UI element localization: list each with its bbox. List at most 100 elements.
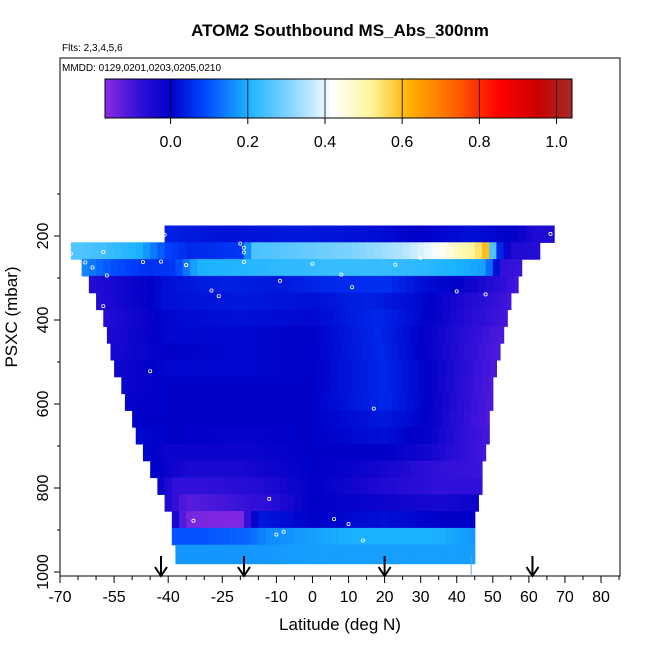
heatmap-cell [442, 393, 451, 411]
heatmap-cell [344, 225, 353, 243]
heatmap-cell [417, 494, 425, 512]
heatmap-cell [139, 259, 148, 277]
heatmap-cell [258, 527, 267, 546]
heatmap-cell [399, 309, 407, 327]
heatmap-cell [225, 292, 234, 311]
heatmap-cell [135, 359, 144, 378]
heatmap-cell [225, 393, 234, 411]
heatmap-cell [359, 376, 368, 395]
heatmap-cell [142, 427, 151, 445]
heatmap-cell [280, 527, 288, 546]
heatmap-cell [243, 242, 252, 260]
heatmap-cell [366, 443, 375, 462]
heatmap-cell [341, 410, 350, 428]
heatmap-cell [409, 359, 418, 378]
heatmap-cell [294, 359, 303, 378]
pressure-band [175, 544, 476, 565]
heatmap-cell [207, 225, 216, 243]
heatmap-cell [409, 494, 418, 512]
heatmap-cell [229, 427, 238, 445]
heatmap-cell [373, 427, 382, 445]
heatmap-cell [280, 494, 288, 512]
heatmap-cell [305, 275, 314, 294]
heatmap-cell [179, 477, 187, 495]
heatmap-cell [445, 494, 454, 512]
heatmap-cell [222, 477, 231, 495]
heatmap-cell [474, 494, 479, 512]
heatmap-cell [179, 376, 187, 395]
heatmap-cell [193, 242, 202, 260]
heatmap-cell [373, 242, 382, 260]
heatmap-cell [510, 242, 519, 260]
heatmap-cell [305, 259, 314, 277]
heatmap-cell [200, 527, 209, 546]
heatmap-cell [319, 275, 328, 294]
heatmap-cell [402, 494, 411, 512]
heatmap-cell [355, 309, 364, 327]
heatmap-cell [406, 343, 415, 361]
heatmap-cell [373, 477, 382, 495]
heatmap-cell [110, 343, 119, 361]
sample-point [274, 532, 279, 537]
heatmap-cell [456, 544, 465, 565]
heatmap-cell [366, 511, 375, 529]
heatmap-cell [272, 460, 281, 479]
x-tick-label: -10 [265, 589, 288, 606]
colorbar-tick-label: 0.2 [237, 134, 259, 151]
heatmap-cell [355, 343, 364, 361]
heatmap-cell [388, 359, 397, 378]
pressure-band [157, 477, 483, 495]
heatmap-cell [489, 326, 497, 344]
heatmap-cell [316, 359, 324, 378]
heatmap-cell [171, 427, 180, 445]
y-tick-label: 1000 [35, 554, 52, 590]
heatmap-cell [334, 343, 342, 361]
heatmap-cell [337, 359, 346, 378]
heatmap-cell [218, 309, 227, 327]
heatmap-cell [395, 511, 404, 529]
sample-point [209, 288, 214, 293]
heatmap-cell [485, 343, 494, 361]
pressure-band [171, 527, 476, 546]
sample-point [418, 255, 423, 260]
heatmap-cell [460, 460, 469, 479]
heatmap-cell [215, 443, 223, 462]
heatmap-cell [427, 343, 436, 361]
heatmap-cell [445, 376, 454, 395]
heatmap-cell [323, 242, 332, 260]
heatmap-cell [388, 527, 397, 546]
heatmap-cell [251, 376, 259, 395]
heatmap-cell [431, 443, 440, 462]
heatmap-cell [225, 544, 234, 565]
x-tick-label: -55 [103, 589, 126, 606]
heatmap-cell [225, 410, 234, 428]
heatmap-cell [301, 376, 310, 395]
heatmap-cell [460, 511, 469, 529]
heatmap-cell [492, 275, 501, 294]
heatmap-cell [481, 443, 487, 462]
heatmap-cell [438, 511, 447, 529]
heatmap-cell [417, 242, 425, 260]
flight-arrow [154, 556, 168, 578]
heatmap-cell [359, 225, 368, 243]
heatmap-cell [160, 410, 169, 428]
heatmap-cell [330, 225, 339, 243]
heatmap-cell [474, 460, 483, 479]
heatmap-cell [503, 242, 512, 260]
heatmap-cell [204, 259, 213, 277]
heatmap-cell [215, 376, 223, 395]
heatmap-cell [236, 225, 245, 243]
heatmap-cell [146, 275, 155, 294]
heatmap-cell [283, 544, 292, 565]
pressure-band [132, 410, 490, 428]
heatmap-cell [312, 292, 321, 311]
heatmap-cell [218, 410, 227, 428]
heatmap-cell [471, 292, 479, 311]
dates-subtitle: MMDD: 0129,0201,0203,0205,0210 [62, 63, 221, 74]
pressure-band [142, 443, 487, 462]
heatmap-cell [424, 494, 433, 512]
heatmap-cell [330, 427, 339, 445]
heatmap-cell [211, 259, 220, 277]
heatmap-cell [179, 494, 187, 512]
heatmap-cell [121, 242, 130, 260]
